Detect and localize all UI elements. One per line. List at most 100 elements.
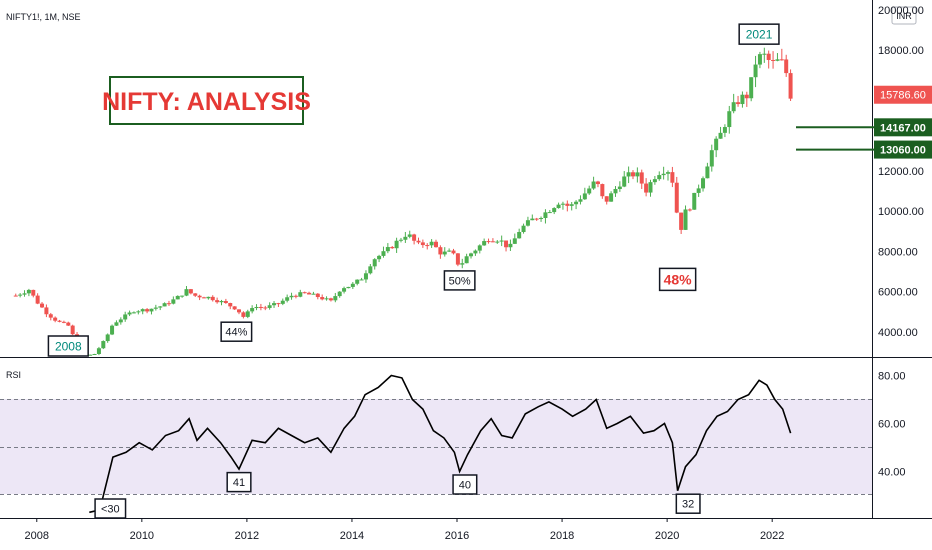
up-candle (775, 59, 780, 61)
up-candle (398, 239, 403, 241)
currency-badge[interactable] (891, 6, 917, 25)
up-candle (342, 288, 347, 292)
rsi-tick-label: 40.00 (878, 467, 906, 479)
price-annotation-box (658, 267, 697, 292)
up-candle (482, 241, 487, 246)
up-candle (114, 322, 119, 326)
up-candle (127, 312, 132, 315)
up-candle (337, 291, 342, 297)
up-candle (267, 305, 272, 308)
up-candle (547, 212, 552, 214)
down-candle (420, 242, 425, 246)
up-candle (26, 289, 31, 294)
down-candle (53, 317, 58, 321)
down-candle (771, 59, 776, 61)
up-candle (105, 334, 110, 342)
down-candle (490, 241, 495, 243)
support-level-marker (874, 140, 932, 159)
horizontal-levels: 15786.60 14167.00 13060.00 (796, 85, 932, 159)
up-candle (692, 192, 697, 210)
down-candle (232, 306, 237, 310)
down-candle (215, 300, 220, 303)
down-candle (293, 295, 298, 297)
down-candle (455, 253, 460, 265)
up-candle (385, 247, 390, 252)
price-tick-label: 20000.00 (878, 5, 924, 17)
up-candle (118, 319, 123, 323)
up-candle (652, 179, 657, 183)
up-candle (250, 308, 255, 312)
up-candle (289, 295, 294, 298)
support-level-marker (874, 118, 932, 137)
down-candle (302, 292, 307, 294)
down-candle (31, 289, 36, 296)
up-candle (560, 203, 565, 205)
price-tick-label: 18000.00 (878, 45, 924, 57)
down-candle (66, 322, 71, 326)
price-annotation-box (47, 335, 89, 357)
down-candle (35, 295, 40, 304)
up-candle (368, 266, 373, 274)
up-candle (110, 325, 115, 335)
down-candle (425, 245, 430, 247)
up-candle (184, 289, 189, 296)
down-candle (145, 309, 150, 312)
up-candle (683, 209, 688, 230)
up-candle (525, 220, 530, 226)
price-tick-label: 6000.00 (878, 287, 918, 299)
up-candle (582, 193, 587, 200)
up-candle (587, 188, 592, 194)
up-candle (648, 182, 653, 193)
down-candle (57, 320, 62, 322)
rsi-tick-label: 60.00 (878, 419, 906, 431)
down-candle (565, 203, 570, 206)
down-candle (197, 295, 202, 298)
up-candle (613, 189, 618, 194)
up-candle (355, 279, 360, 284)
down-candle (390, 247, 395, 249)
up-candle (718, 132, 723, 139)
down-candle (44, 307, 49, 315)
rsi-line (89, 374, 792, 514)
up-candle (140, 309, 145, 312)
up-candle (158, 306, 163, 308)
up-candle (175, 295, 180, 300)
down-candle (644, 183, 649, 193)
support-level-label: 14167.00 (880, 122, 926, 134)
down-candle (320, 297, 325, 300)
up-candle (709, 150, 714, 167)
price-tick-label: 10000.00 (878, 206, 924, 218)
up-candle (333, 296, 338, 301)
down-candle (534, 218, 539, 220)
time-axis-ticks: 2008 2010 2012 2014 2016 2018 2020 2022 (25, 518, 784, 542)
up-candle (394, 240, 399, 249)
up-candle (661, 173, 666, 176)
up-candle (591, 181, 596, 189)
down-candle (604, 196, 609, 202)
up-candle (495, 241, 500, 243)
down-candle (434, 241, 438, 248)
down-candle (639, 172, 644, 184)
up-candle (372, 259, 377, 267)
price-tick-label: 8000.00 (878, 246, 918, 258)
up-candle (123, 314, 128, 320)
down-candle (13, 295, 18, 297)
up-candle (359, 279, 364, 281)
time-tick-label: 2016 (445, 530, 469, 542)
price-annotation: 44% (225, 327, 247, 339)
currency-badge-label: INR (896, 11, 912, 21)
down-candle (416, 240, 421, 243)
up-candle (530, 218, 535, 221)
down-candle (744, 94, 749, 99)
down-candle (201, 297, 206, 299)
up-candle (407, 234, 412, 237)
price-axis-ticks: 4000.006000.008000.0010000.0012000.00140… (878, 5, 924, 339)
symbol-header: NIFTY1!, 1M, NSE (6, 12, 81, 22)
down-candle (276, 303, 281, 305)
price-annotation-box (443, 270, 476, 291)
down-candle (451, 250, 456, 254)
up-candle (442, 251, 447, 255)
analysis-title: NIFTY: ANALYSIS (102, 88, 311, 116)
up-candle (162, 303, 167, 307)
up-candle (377, 255, 382, 260)
